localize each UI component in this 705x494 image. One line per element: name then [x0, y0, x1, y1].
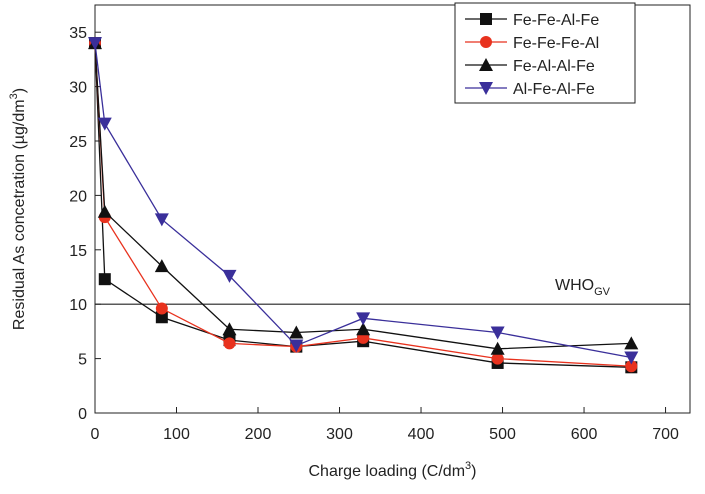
marker — [97, 204, 112, 218]
label-text: Charge loading (C/dm — [309, 463, 466, 480]
legend-marker — [479, 82, 493, 95]
label-end: ) — [11, 88, 28, 93]
legend-label: Fe-Fe-Al-Fe — [513, 12, 599, 29]
legend-marker — [480, 36, 492, 48]
marker — [97, 117, 112, 131]
marker — [289, 325, 304, 339]
marker — [88, 37, 102, 51]
marker — [223, 337, 236, 350]
x-tick-label: 100 — [163, 426, 190, 443]
y-label: Residual As concetration (µg/dm3) — [8, 88, 28, 330]
marker — [98, 273, 111, 286]
marker — [625, 360, 638, 373]
x-tick-label: 600 — [571, 426, 598, 443]
marker — [222, 269, 237, 283]
legend-label: Fe-Al-Al-Fe — [513, 58, 595, 75]
series-line — [94, 43, 632, 368]
marker — [154, 259, 169, 273]
x-tick-label: 700 — [652, 426, 679, 443]
y-tick-label: 20 — [69, 188, 87, 205]
marker — [624, 336, 639, 350]
marker — [222, 322, 237, 336]
reference-text: WHO — [555, 277, 594, 294]
label-sup: 3 — [465, 460, 471, 472]
legend-marker — [479, 58, 493, 71]
series-line — [94, 43, 632, 350]
marker — [491, 352, 504, 365]
marker — [490, 326, 505, 340]
marker — [155, 302, 168, 315]
x-tick-label: 500 — [489, 426, 516, 443]
marker — [289, 339, 304, 353]
marker — [490, 341, 505, 355]
marker — [356, 322, 371, 336]
reference-sub: GV — [594, 286, 611, 298]
label-text: Residual As concetration (µg/dm — [11, 99, 28, 330]
label-end: ) — [471, 463, 476, 480]
reference-label: WHOGV — [555, 277, 611, 298]
legend-marker — [480, 13, 492, 25]
plot-frame — [94, 4, 691, 414]
y-tick-label: 25 — [69, 134, 87, 151]
label-sup: 3 — [8, 93, 20, 99]
marker — [154, 213, 169, 227]
x-tick-label: 400 — [408, 426, 435, 443]
marker — [356, 312, 371, 326]
y-tick-label: 10 — [69, 297, 87, 314]
y-tick-label: 35 — [69, 25, 87, 42]
marker — [624, 351, 639, 365]
marker — [155, 311, 168, 324]
y-tick-label: 0 — [78, 406, 87, 423]
y-tick-label: 15 — [69, 243, 87, 260]
series-line — [94, 43, 632, 359]
y-tick-label: 30 — [69, 80, 87, 97]
legend-label: Fe-Fe-Fe-Al — [513, 35, 599, 52]
x-label: Charge loading (C/dm3) — [309, 460, 477, 480]
legend-label: Al-Fe-Al-Fe — [513, 81, 595, 98]
x-tick-label: 200 — [245, 426, 272, 443]
x-tick-label: 0 — [91, 426, 100, 443]
y-tick-label: 5 — [78, 352, 87, 369]
series-line — [94, 43, 632, 367]
x-tick-label: 300 — [326, 426, 353, 443]
